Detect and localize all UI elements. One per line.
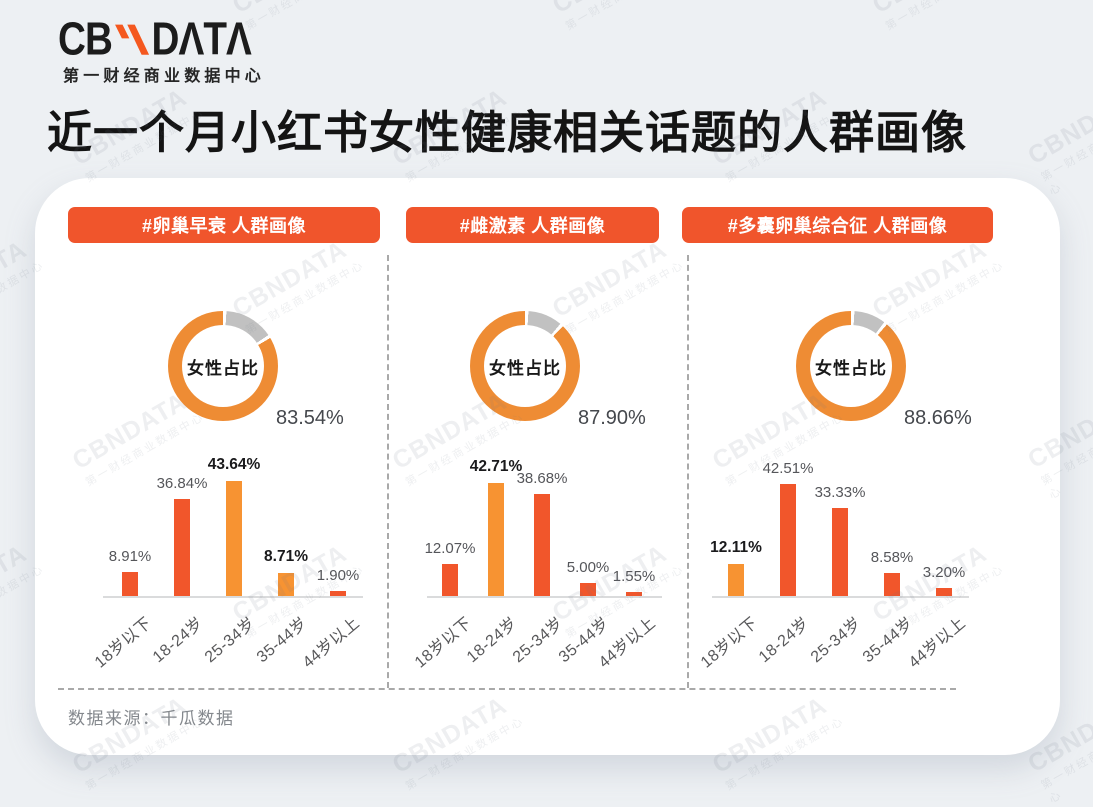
female-share-donut: 女性占比 88.66% [796,311,972,429]
bar-18岁以下 [122,572,138,596]
donut-ring [470,311,580,421]
data-source-label: 数据来源：千瓜数据 [68,709,235,728]
female-share-donut: 女性占比 83.54% [168,311,344,429]
bar-44岁以上 [330,590,346,596]
bar-18岁以下 [728,564,744,596]
bar-value-label: 33.33% [814,484,866,502]
panel-title-pill: #雌激素 人群画像 [406,207,659,243]
age-bar-chart: 12.11% 42.51% 33.33% 8.58% 3.20% [710,458,969,598]
bar-35-44岁 [278,573,294,596]
page-title: 近一个月小红书女性健康相关话题的人群画像 [47,107,968,158]
bar-value-label: 38.68% [516,469,568,487]
donut-center-label: 女性占比 [815,358,887,378]
female-share-value: 83.54% [276,407,344,429]
bar-value-label: 12.11% [710,539,762,557]
donut-ring [168,311,278,421]
bar-44岁以上 [936,587,952,596]
donut-center-label: 女性占比 [489,358,561,378]
x-axis-label: 18岁以下 [91,614,155,672]
bar-value-label: 1.55% [612,567,656,585]
donut-hole [182,325,264,407]
watermark-line1: CBNDATA [868,0,999,20]
bar-value-label: 36.84% [156,474,208,492]
bar-25-34岁 [226,480,242,596]
age-bar-chart: 12.07% 42.71% 38.68% 5.00% 1.55% [424,458,662,598]
x-axis-label: 25-34岁 [201,614,259,667]
panel-3: #多囊卵巢综合征 人群画像女性占比 88.66% 18岁以下 18-24岁 25-34岁… [682,178,1060,688]
bar-value-label: 42.71% [469,458,523,476]
x-axis-label: 25-34岁 [807,614,865,667]
watermark-line1: CBNDATA [548,0,679,20]
watermark-line2: 第一财经商业数据中心 [562,0,687,34]
x-axis-label: 18岁以下 [411,614,475,672]
logo-n-icon [114,24,149,55]
brand-tagline: 第一财经商业数据中心 [63,68,266,85]
bar-value-label: 8.91% [108,548,152,566]
bar-18-24岁 [174,498,190,596]
logo-text-suffix: DΛTΛ [151,12,252,65]
x-axis-label: 18-24岁 [149,614,207,667]
x-axis-label: 18岁以下 [697,614,761,672]
watermark-line1: CBNDATA [0,0,39,20]
x-axis-label: 44岁以上 [905,614,969,672]
bar-value-label: 43.64% [207,455,261,473]
x-axis-label: 25-34岁 [509,614,567,667]
bar-value-label: 8.71% [264,548,308,566]
panel-divider-2 [687,255,689,688]
x-axis-label: 44岁以上 [299,614,363,672]
bar-18-24岁 [780,483,796,596]
panel-title-pill: #多囊卵巢综合征 人群画像 [682,207,993,243]
bar-value-label: 5.00% [566,558,610,576]
logo-text-prefix: CB [58,12,113,65]
footer-divider [58,688,956,690]
bar-value-label: 1.90% [316,566,360,584]
donut-center-label: 女性占比 [187,358,259,378]
bar-18岁以下 [442,564,458,596]
bar-value-label: 8.58% [870,549,914,567]
bar-value-label: 12.07% [424,540,476,558]
bar-44岁以上 [626,591,642,596]
female-share-donut: 女性占比 87.90% [470,311,646,429]
watermark-line1: CBNDATA [0,539,32,628]
donut-hole [810,325,892,407]
watermark-line2: 第一财经商业数据中心 [0,0,47,34]
infographic-card: 数据来源：千瓜数据 #卵巢早衰 人群画像 女性占比 83.54% 18岁以下 18-24… [35,178,1060,755]
watermark-line2: 第一财经商业数据中心 [242,0,367,34]
bar-value-label: 3.20% [922,563,966,581]
watermark-line2: 第一财经商业数据中心 [882,0,1007,34]
bar-18-24岁 [488,483,504,596]
donut-ring [796,311,906,421]
panel-title-pill: #卵巢早衰 人群画像 [68,207,380,243]
panel-divider-1 [387,255,389,688]
watermark-line1: CBNDATA [0,235,32,324]
bar-value-label: 42.51% [762,459,814,477]
watermark-line1: CBNDATA [1023,82,1093,171]
x-axis-label: 18-24岁 [463,614,521,667]
female-share-value: 87.90% [578,407,646,429]
bar-25-34岁 [832,508,848,596]
donut-hole [484,325,566,407]
x-axis-label: 18-24岁 [755,614,813,667]
bar-25-34岁 [534,493,550,596]
panel-1: #卵巢早衰 人群画像 女性占比 83.54% 18岁以下 18-24岁 25-34岁 35-… [35,178,387,688]
female-share-value: 88.66% [904,407,972,429]
brand-logo: CB DΛTΛ [58,12,252,65]
bar-35-44岁 [884,573,900,596]
bar-35-44岁 [580,582,596,596]
age-bar-chart: 8.91% 36.84% 43.64% 8.71% 1.90% [103,455,363,598]
panel-2: #雌激素 人群画像 女性占比 87.90% 18岁以下 18-24岁 25-34岁 35-4… [387,178,687,688]
